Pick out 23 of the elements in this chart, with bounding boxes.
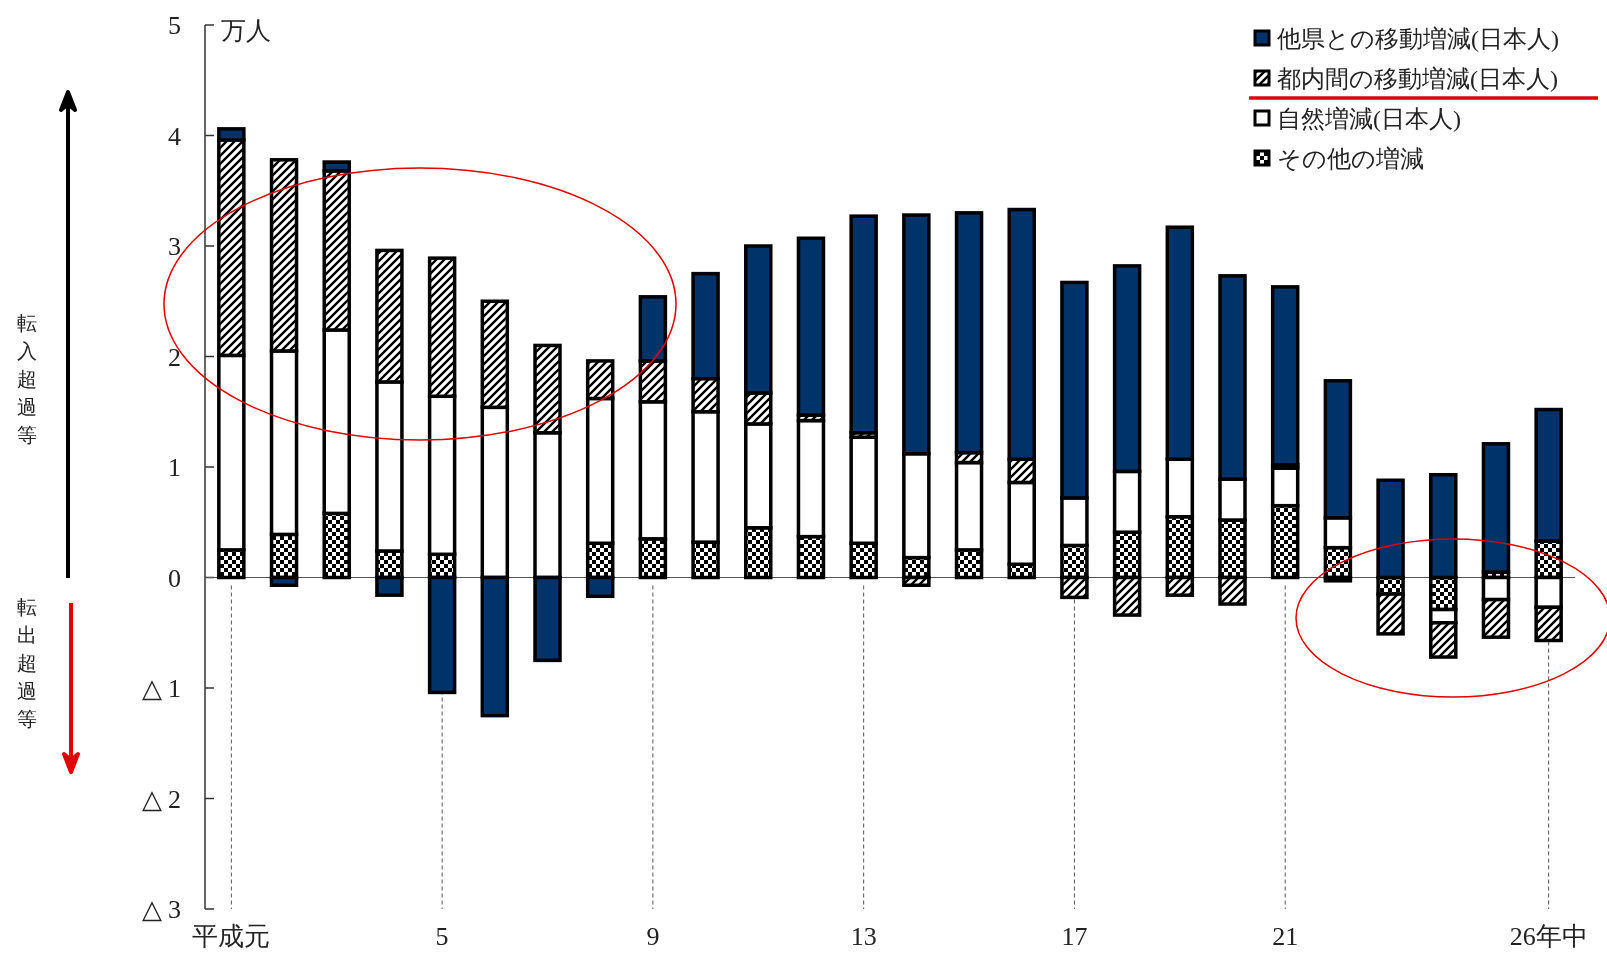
y-tick-label: △ 3 [141,895,181,924]
x-tick-label: 17 [1061,922,1088,951]
legend-label: 自然増減(日本人) [1277,106,1461,132]
y-tick-label: △ 2 [141,784,181,814]
legend-label: その他の増減 [1277,146,1424,172]
x-tick-label: 26年中 [1509,922,1588,951]
x-tick-label: 13 [850,922,877,951]
x-tick-label: 21 [1272,922,1299,951]
x-tick-label: 5 [435,922,449,951]
legend-label: 他県との移動増減(日本人) [1277,26,1559,52]
y-tick-label: 0 [168,563,181,593]
text: 転出超過等 [17,596,37,730]
y-axis-title: 万人 [221,17,271,44]
y-tick-label: 1 [168,453,181,482]
y-tick-label: △ 1 [141,674,181,703]
text: 転入超過等 [17,312,37,446]
y-tick-label: 5 [168,11,181,40]
y-tick-label: 3 [168,232,181,261]
legend-label: 都内間の移動増減(日本人) [1277,66,1558,92]
x-tick-label: 9 [646,922,660,951]
x-tick-label: 平成元 [192,922,271,951]
y-tick-label: 4 [168,121,181,151]
y-tick-label: 2 [168,342,181,372]
